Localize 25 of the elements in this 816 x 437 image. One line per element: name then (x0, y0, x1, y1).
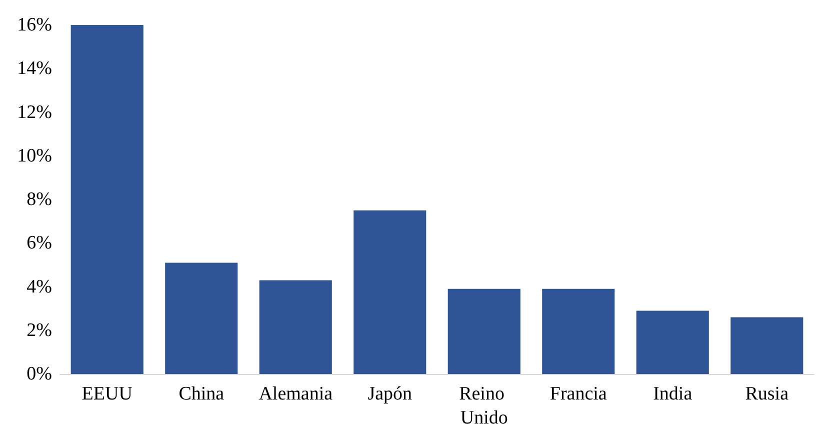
x-tick-label: EEUU (82, 384, 133, 404)
y-tick-label: 12% (17, 102, 52, 123)
y-tick-label: 4% (26, 276, 52, 298)
x-tick-label: Japón (368, 384, 413, 404)
y-tick-label: 6% (26, 232, 52, 254)
bar (542, 288, 615, 374)
x-tick-label: India (653, 384, 693, 404)
bar (730, 317, 804, 374)
y-tick-label: 8% (26, 189, 52, 210)
bar (165, 262, 238, 374)
bar (448, 288, 520, 374)
x-tick-label: China (178, 384, 225, 404)
bar (354, 210, 426, 374)
y-tick-label: 2% (26, 320, 52, 341)
bar (636, 310, 709, 374)
y-tick-label: 10% (17, 145, 52, 166)
x-tick-label: Alemania (258, 384, 334, 404)
y-tick-label: 0% (26, 364, 52, 384)
x-tick-label: Francia (550, 384, 608, 404)
x-tick-label: Rusia (745, 384, 790, 404)
bar (259, 280, 332, 374)
y-tick-label: 16% (17, 14, 52, 36)
x-tick-label: Reino Unido (459, 384, 510, 428)
bar (70, 25, 144, 374)
y-tick-label: 14% (17, 58, 52, 80)
